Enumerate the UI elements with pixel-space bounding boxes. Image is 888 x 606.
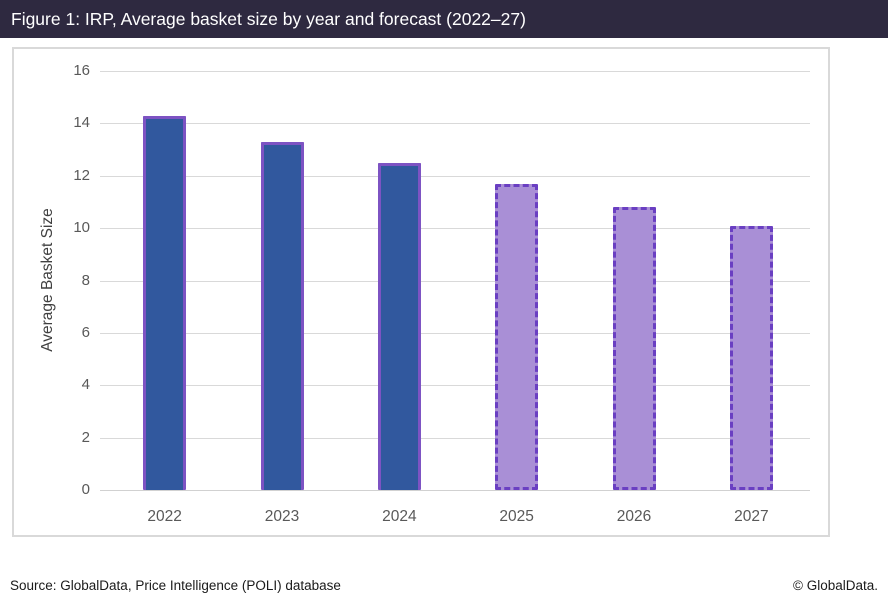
y-tick-label-6: 6 xyxy=(81,323,90,341)
copyright-note: © GlobalData. xyxy=(793,578,878,593)
x-tick-label-2023: 2023 xyxy=(264,508,300,525)
bar-2025-forecast xyxy=(495,183,539,490)
x-tick-label-2025: 2025 xyxy=(499,508,534,525)
y-tick-label-16: 16 xyxy=(73,62,90,79)
y-tick-label-2: 2 xyxy=(81,428,90,446)
bar-2023 xyxy=(260,141,304,490)
bar-2026-forecast xyxy=(612,207,656,490)
bar-2022 xyxy=(143,115,187,490)
figure-title: Figure 1: IRP, Average basket size by ye… xyxy=(11,9,526,29)
chart-container: Average Basket Size 0 2 4 6 8 10 12 14 16 2022 20… xyxy=(12,47,830,537)
y-tick-label-10: 10 xyxy=(73,219,90,237)
y-tick-label-8: 8 xyxy=(81,271,90,289)
y-tick-label-0: 0 xyxy=(81,481,90,498)
gridline-0 xyxy=(100,490,810,491)
y-tick-label-12: 12 xyxy=(73,166,90,184)
y-tick-label-14: 14 xyxy=(73,114,90,132)
gridline-4 xyxy=(100,385,810,387)
y-tick-label-4: 4 xyxy=(81,376,90,394)
x-tick-label-2027: 2027 xyxy=(734,508,769,525)
gridline-10 xyxy=(100,228,810,230)
gridline-6 xyxy=(100,332,810,334)
source-note: Source: GlobalData, Price Intelligence (… xyxy=(10,578,341,593)
x-tick-label-2026: 2026 xyxy=(616,508,652,525)
gridline-8 xyxy=(100,280,810,282)
gridline-12 xyxy=(100,175,810,177)
x-tick-label-2022: 2022 xyxy=(147,508,182,525)
bar-2024 xyxy=(377,162,421,490)
figure-title-bar: Figure 1: IRP, Average basket size by ye… xyxy=(0,0,888,38)
gridline-2 xyxy=(100,437,810,439)
plot-area xyxy=(100,71,810,491)
x-tick-label-2024: 2024 xyxy=(382,508,417,525)
bar-2027-forecast xyxy=(729,225,773,490)
gridline-16 xyxy=(100,71,810,72)
gridline-14 xyxy=(100,123,810,125)
